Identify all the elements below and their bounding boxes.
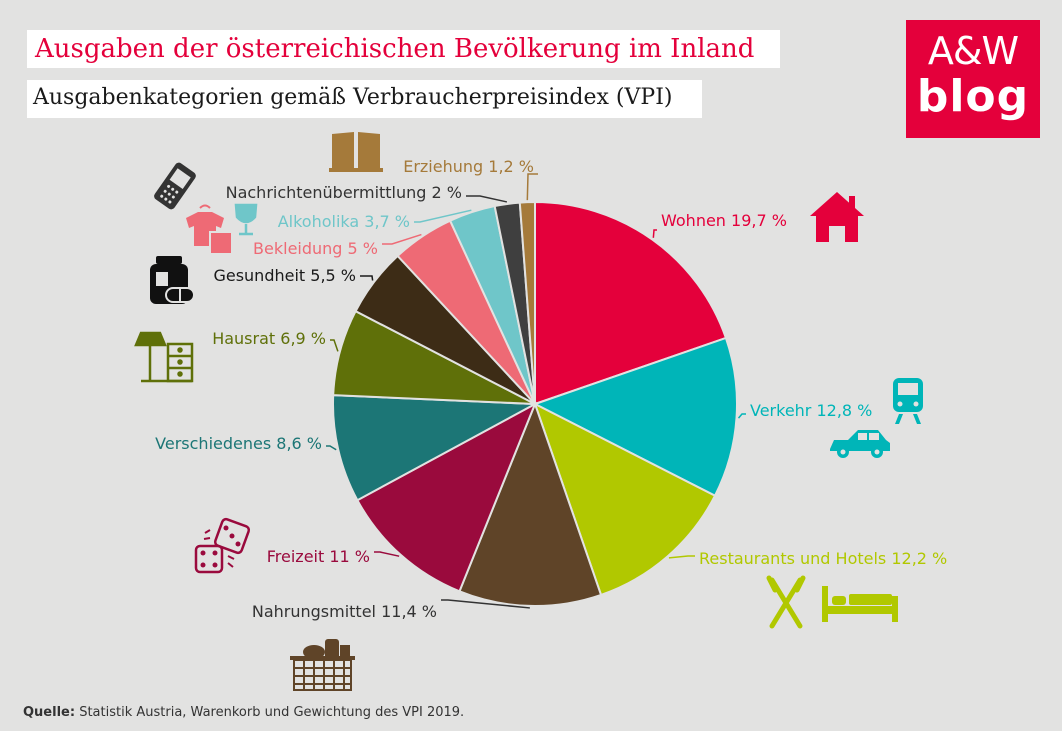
pie-slice-erziehung [518, 200, 536, 405]
cutlery-icon [766, 575, 806, 629]
food-basket-icon [290, 639, 355, 691]
slice-label-hausrat: Hausrat 6,9 % [212, 329, 326, 348]
slice-label-erziehung: Erziehung 1,2 % [403, 157, 534, 176]
aw-blog-logo: A&W blog [906, 20, 1040, 138]
source-text: Statistik Austria, Warenkorb und Gewicht… [75, 705, 465, 720]
slice-label-verkehr: Verkehr 12,8 % [750, 401, 872, 420]
leader-line-nahrungsmittel [441, 599, 530, 609]
slice-labels: Wohnen 19,7 % Verkehr 12,8 % Restaurants u… [155, 157, 947, 621]
slice-label-wohnen: Wohnen 19,7 % [661, 211, 787, 230]
leader-line-nachrichtenübermittlung [466, 195, 508, 203]
dice-icon [194, 517, 251, 574]
leader-line-verkehr [737, 413, 746, 419]
bed-icon [822, 586, 898, 622]
slice-label-bekleidung: Bekleidung 5 % [253, 239, 378, 258]
leader-line-restaurants [668, 555, 695, 559]
book-icon [329, 132, 383, 172]
train-icon [893, 378, 923, 424]
lamp-cabinet-icon [134, 331, 194, 383]
leader-line-alkoholika [414, 209, 472, 223]
clothing-icon [186, 204, 233, 255]
slice-label-nahrungsmittel: Nahrungsmittel 11,4 % [252, 602, 437, 621]
logo-line-1: A&W [927, 29, 1019, 73]
wine-glass-icon [234, 203, 258, 236]
slice-label-nachrichtenübermittlung: Nachrichtenübermittlung 2 % [226, 183, 462, 202]
medicine-icon [150, 256, 195, 304]
leader-line-hausrat [330, 339, 339, 352]
source-note: Quelle: Statistik Austria, Warenkorb und… [23, 705, 464, 720]
pie-slice-restaurants [533, 401, 717, 597]
chart-title: Ausgaben der österreichischen Bevölkerun… [35, 34, 755, 64]
leader-line-verschiedenes [326, 445, 337, 451]
leader-line-gesundheit [360, 275, 374, 281]
slice-label-restaurants: Restaurants und Hotels 12,2 % [699, 549, 947, 568]
pie-slice-verschiedenes [332, 394, 539, 502]
leader-line-erziehung [526, 173, 538, 201]
slice-label-freizeit: Freizeit 11 % [267, 547, 370, 566]
slice-label-gesundheit: Gesundheit 5,5 % [213, 266, 356, 285]
chart-subtitle: Ausgabenkategorien gemäß Verbraucherprei… [33, 85, 673, 110]
pie-slices [332, 200, 738, 607]
subtitle-box: Ausgabenkategorien gemäß Verbraucherprei… [27, 80, 703, 118]
leader-line-freizeit [374, 551, 400, 557]
pie-slice-verkehr [532, 336, 738, 498]
slice-label-verschiedenes: Verschiedenes 8,6 % [155, 434, 322, 453]
pie-slice-nahrungsmittel [458, 401, 603, 607]
house-icon [810, 192, 864, 242]
label-leader-lines [326, 173, 746, 609]
slice-label-alkoholika: Alkoholika 3,7 % [278, 212, 410, 231]
leader-line-wohnen [652, 229, 657, 238]
phone-icon [154, 162, 196, 210]
title-box: Ausgaben der österreichischen Bevölkerun… [27, 30, 781, 68]
pie-slice-freizeit [356, 401, 537, 593]
car-icon [830, 430, 890, 458]
logo-line-2: blog [916, 71, 1030, 122]
leader-line-bekleidung [382, 233, 422, 245]
source-label: Quelle: [23, 705, 76, 720]
